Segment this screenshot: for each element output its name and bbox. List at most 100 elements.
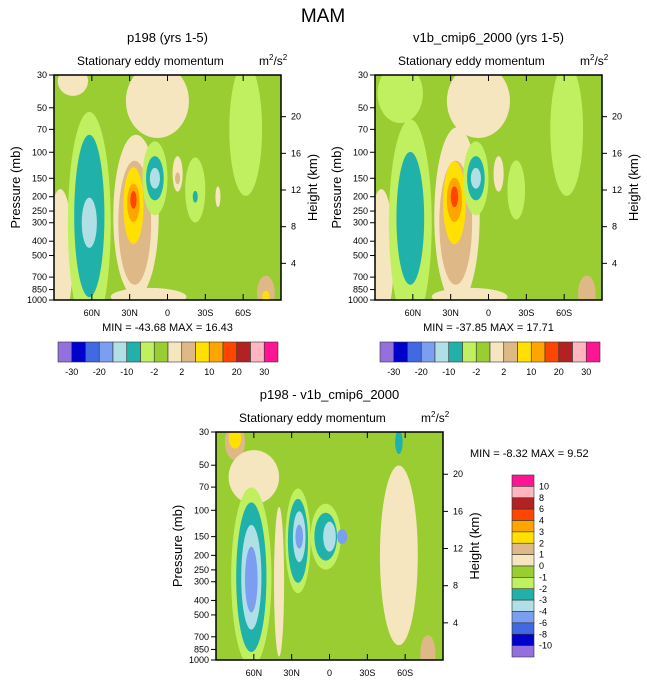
y-tick-label: 400 (353, 236, 368, 246)
colorbar-box (544, 341, 560, 363)
y-tick-label: 1000 (27, 295, 47, 305)
y-tick-label: 70 (199, 482, 209, 492)
colorbar-box (71, 341, 86, 363)
y-tick-label: 1000 (189, 655, 209, 665)
y-tick-label: 50 (37, 103, 47, 113)
contour-region (125, 75, 189, 138)
y-tick-label: 30 (37, 70, 47, 80)
x-tick-label: 30S (518, 308, 534, 318)
colorbar-box (511, 554, 535, 567)
units-label: m2/s2 (421, 410, 450, 425)
colorbar-box (511, 599, 535, 612)
contour-region (578, 275, 596, 300)
colorbar-1: -30 -20 -10 -2 2 10 20 30 (57, 341, 279, 377)
colorbar-label: 2 (179, 367, 184, 377)
contour-region (215, 186, 221, 208)
contour-region (431, 287, 508, 300)
y-tick-label: 50 (199, 460, 209, 470)
y-tick-label: 850 (194, 644, 209, 654)
colorbar-label: -20 (415, 367, 428, 377)
y2-tick-label: 20 (612, 112, 622, 122)
y-tick-label: 250 (194, 565, 209, 575)
y-tick-label: 50 (358, 103, 368, 113)
x-tick-label: 30S (197, 308, 213, 318)
x-tick-label: 60S (397, 668, 413, 678)
y-tick-label: 300 (32, 218, 47, 228)
y-tick-label: 500 (353, 251, 368, 261)
colorbar-box (517, 341, 532, 363)
colorbar-box (407, 341, 422, 363)
contour-region (245, 546, 258, 613)
contour-region (175, 172, 181, 185)
contour-region (257, 275, 275, 300)
y-tick-label: 150 (194, 532, 209, 542)
colorbar-box (98, 341, 114, 363)
figure-title: MAM (301, 6, 345, 27)
x-tick-label: 60S (556, 308, 572, 318)
colorbar-label: -20 (93, 367, 106, 377)
contour-region (550, 75, 584, 196)
x-tick-label: 30N (442, 308, 459, 318)
colorbar-2: -30 -20 -10 -2 2 10 20 30 (379, 341, 601, 377)
y2-tick-label: 12 (453, 544, 463, 554)
contour-region (229, 75, 263, 196)
panel-2: v1b_cmip6_2000 (yrs 1-5) Stationary eddy … (329, 30, 641, 334)
contour-region (110, 287, 187, 300)
contour-region (507, 160, 526, 220)
panel-title: p198 - v1b_cmip6_2000 (260, 387, 400, 402)
y-tick-label: 1000 (348, 295, 368, 305)
colorbar-label: -2 (539, 584, 547, 594)
colorbar-label: 4 (539, 516, 544, 526)
colorbar-box (511, 531, 535, 544)
y-tick-label: 400 (194, 595, 209, 605)
x-tick-label: 60N (246, 668, 263, 678)
x-tick-label: 0 (165, 308, 170, 318)
colorbar-box (263, 341, 279, 363)
y-tick-label: 200 (32, 192, 47, 202)
y2-tick-label: 16 (612, 148, 622, 158)
colorbar-box (489, 341, 505, 363)
contour-region (130, 190, 137, 209)
y2-tick-label: 16 (453, 506, 463, 516)
contour-field (216, 432, 443, 660)
y2-tick-label: 8 (453, 581, 458, 591)
colorbar-box (195, 341, 210, 363)
colorbar-label: 20 (554, 367, 564, 377)
panel-title: p198 (yrs 1-5) (127, 30, 208, 45)
colorbar-label: 6 (539, 504, 544, 514)
colorbar-label: 1 (539, 550, 544, 560)
contour-region (450, 186, 459, 208)
x-tick-label: 60N (84, 308, 101, 318)
y-tick-label: 850 (32, 285, 47, 295)
y-tick-label: 100 (32, 147, 47, 157)
contour-region (470, 167, 481, 189)
colorbar-box (208, 341, 224, 363)
colorbar-box (511, 588, 535, 601)
colorbar-box (462, 341, 477, 363)
contour-region (395, 432, 403, 454)
y-tick-label: 700 (194, 632, 209, 642)
colorbar-box (126, 341, 141, 363)
colorbar-label: 10 (526, 367, 536, 377)
y-tick-label: 100 (194, 505, 209, 515)
colorbar-label: 0 (539, 561, 544, 571)
contour-region (396, 151, 425, 285)
colorbar-box (503, 341, 518, 363)
colorbar-label: -4 (539, 607, 547, 617)
contour-region (274, 506, 285, 657)
min-max-stats: MIN = -37.85 MAX = 17.71 (423, 322, 554, 334)
contour-region (228, 432, 242, 449)
colorbar-box (511, 645, 535, 658)
colorbar-box (250, 341, 265, 363)
panel-3: p198 - v1b_cmip6_2000 Stationary eddy mom… (170, 387, 589, 678)
colorbar-label: 8 (539, 493, 544, 503)
y2-tick-label: 20 (291, 112, 301, 122)
colorbar-box (393, 341, 408, 363)
colorbar-label: -10 (539, 641, 552, 651)
contour-region (295, 524, 304, 549)
x-tick-label: 60S (235, 308, 251, 318)
x-tick-label: 30N (283, 668, 300, 678)
colorbar-box (448, 341, 463, 363)
colorbar-box (511, 633, 535, 646)
